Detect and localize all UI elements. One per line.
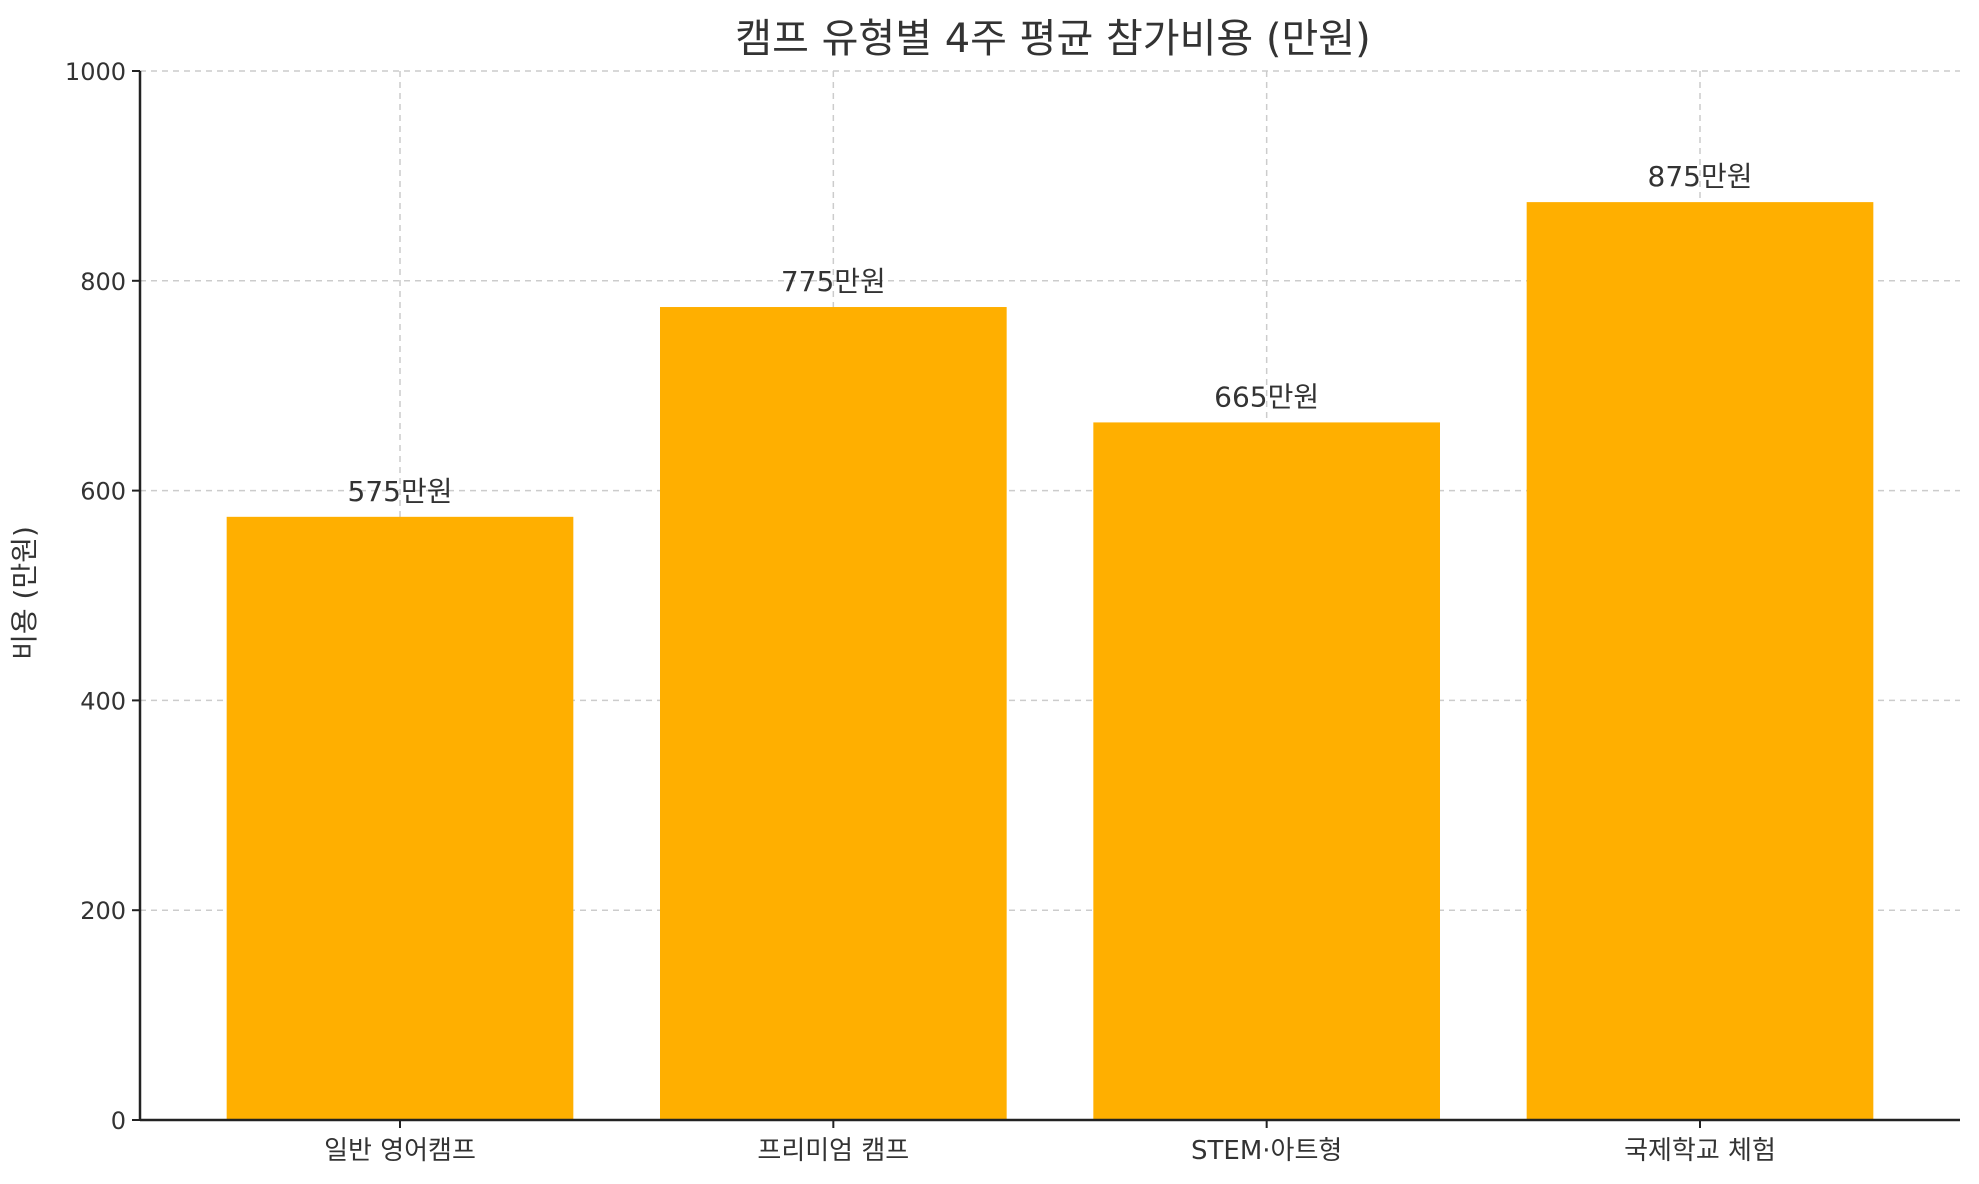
bar-value-label: 575만원 [348,475,453,508]
x-tick-label: 일반 영어캠프 [324,1136,476,1166]
axes-layer [132,70,1960,1128]
y-tick-label: 200 [80,897,126,925]
bar [1093,422,1440,1120]
y-tick-label: 800 [80,268,126,296]
bar-value-label: 665만원 [1214,380,1319,413]
x-tick-label: 국제학교 체험 [1624,1136,1776,1166]
bar [226,516,574,1120]
x-tick-label: 프리미엄 캠프 [757,1136,909,1166]
y-tick-label: 400 [80,687,126,715]
bar-value-label: 775만원 [781,265,886,298]
x-tick-label: STEM·아트형 [1191,1136,1342,1166]
bars-layer [226,202,1874,1120]
chart-title: 캠프 유형별 4주 평균 참가비용 (만원) [735,16,1370,62]
y-tick-label: 0 [111,1107,126,1135]
y-tick-label: 1000 [65,58,126,86]
bar-value-label: 875만원 [1648,160,1753,193]
bar [1526,202,1874,1120]
bar [660,307,1007,1120]
y-axis-label: 비용 (만원) [8,526,41,660]
y-tick-label: 600 [80,478,126,506]
